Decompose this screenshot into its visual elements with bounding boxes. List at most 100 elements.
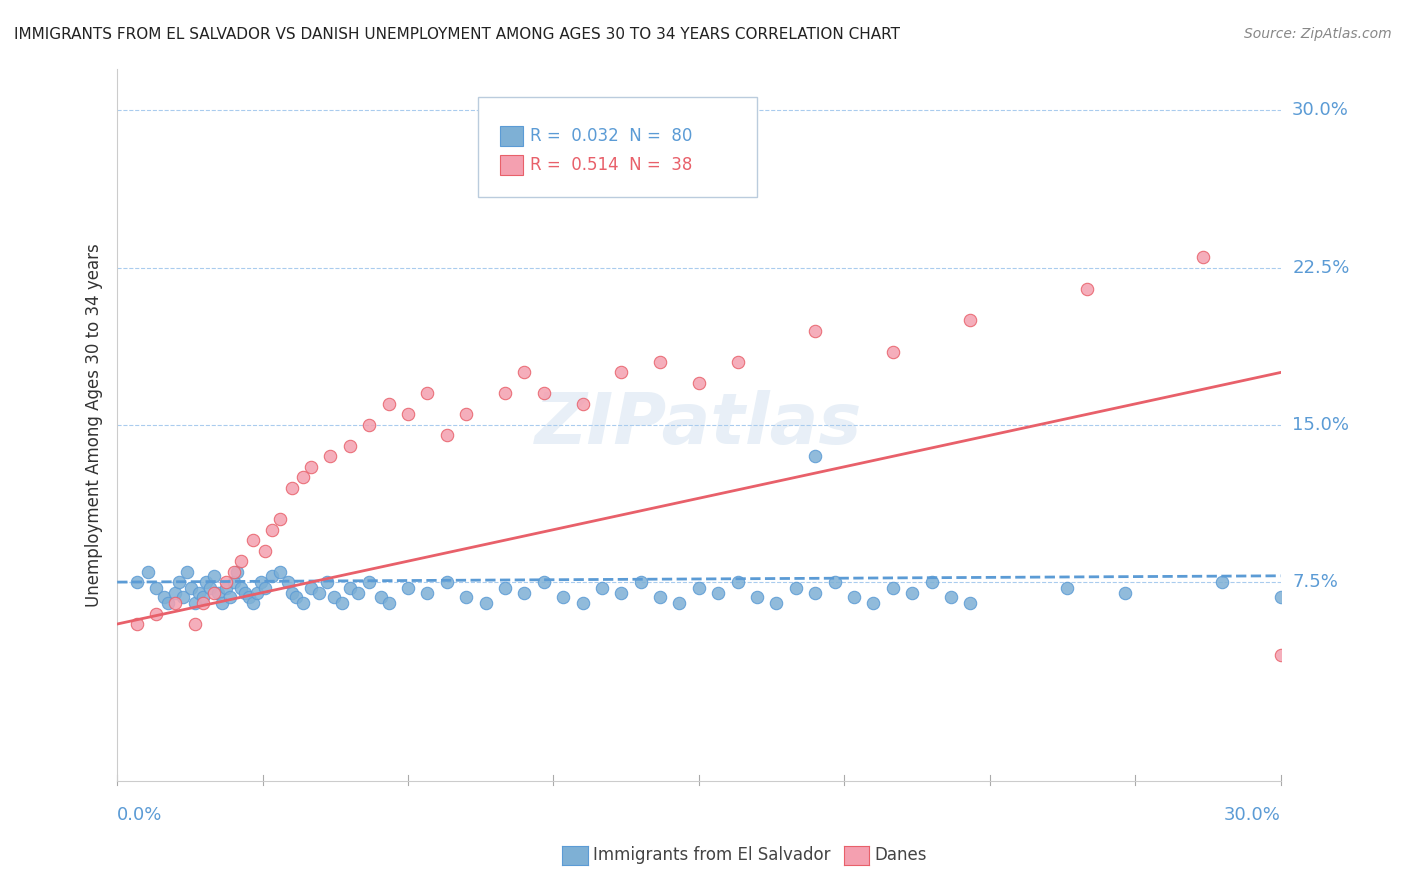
- Point: [277, 575, 299, 590]
- Point: [359, 417, 381, 432]
- Point: [339, 582, 361, 596]
- Point: [242, 533, 264, 548]
- Point: [233, 585, 256, 599]
- Point: [242, 596, 264, 610]
- Point: [231, 582, 253, 596]
- Point: [1056, 582, 1078, 596]
- Text: ZIPatlas: ZIPatlas: [536, 391, 862, 459]
- Point: [184, 617, 207, 632]
- Point: [136, 565, 159, 579]
- Point: [377, 397, 399, 411]
- Point: [167, 575, 190, 590]
- Point: [1114, 585, 1136, 599]
- Point: [125, 617, 148, 632]
- Point: [436, 575, 458, 590]
- Text: R =  0.514  N =  38: R = 0.514 N = 38: [530, 156, 693, 174]
- Point: [346, 585, 368, 599]
- Text: 0.0%: 0.0%: [117, 806, 163, 824]
- Point: [195, 575, 218, 590]
- Point: [165, 585, 187, 599]
- Point: [222, 565, 245, 579]
- Point: [842, 590, 865, 604]
- Point: [211, 596, 233, 610]
- Text: IMMIGRANTS FROM EL SALVADOR VS DANISH UNEMPLOYMENT AMONG AGES 30 TO 34 YEARS COR: IMMIGRANTS FROM EL SALVADOR VS DANISH UN…: [14, 27, 900, 42]
- Text: 7.5%: 7.5%: [1292, 573, 1339, 591]
- Point: [591, 582, 613, 596]
- Point: [862, 596, 884, 610]
- Point: [191, 596, 214, 610]
- Point: [249, 575, 271, 590]
- Point: [215, 582, 238, 596]
- Point: [226, 565, 249, 579]
- Point: [172, 590, 194, 604]
- Point: [284, 590, 307, 604]
- Point: [222, 575, 245, 590]
- Point: [218, 590, 240, 604]
- Point: [688, 376, 710, 390]
- Point: [370, 590, 392, 604]
- FancyBboxPatch shape: [478, 97, 756, 197]
- Point: [436, 428, 458, 442]
- Point: [180, 582, 202, 596]
- Point: [610, 366, 633, 380]
- Point: [785, 582, 807, 596]
- Point: [359, 575, 381, 590]
- Point: [630, 575, 652, 590]
- Point: [765, 596, 787, 610]
- Point: [727, 355, 749, 369]
- Point: [339, 439, 361, 453]
- Text: R =  0.032  N =  80: R = 0.032 N = 80: [530, 128, 693, 145]
- Point: [125, 575, 148, 590]
- Point: [202, 585, 225, 599]
- Text: Immigrants from El Salvador: Immigrants from El Salvador: [593, 847, 831, 864]
- Y-axis label: Unemployment Among Ages 30 to 34 years: Unemployment Among Ages 30 to 34 years: [86, 243, 103, 607]
- Point: [262, 523, 284, 537]
- Point: [533, 575, 555, 590]
- Point: [494, 582, 516, 596]
- Point: [1076, 282, 1098, 296]
- Point: [176, 565, 198, 579]
- Point: [315, 575, 337, 590]
- Point: [959, 313, 981, 327]
- Point: [804, 585, 827, 599]
- Point: [1192, 250, 1215, 264]
- Point: [377, 596, 399, 610]
- Point: [1211, 575, 1233, 590]
- Point: [533, 386, 555, 401]
- Point: [745, 590, 768, 604]
- Point: [416, 585, 439, 599]
- Point: [571, 596, 593, 610]
- Point: [901, 585, 924, 599]
- Point: [553, 590, 575, 604]
- Point: [308, 585, 330, 599]
- Point: [299, 459, 322, 474]
- Point: [1270, 590, 1292, 604]
- Point: [191, 590, 214, 604]
- Point: [200, 582, 222, 596]
- Point: [262, 569, 284, 583]
- Point: [396, 582, 419, 596]
- Point: [668, 596, 690, 610]
- Text: 30.0%: 30.0%: [1292, 102, 1350, 120]
- Point: [280, 585, 302, 599]
- Point: [416, 386, 439, 401]
- Text: 15.0%: 15.0%: [1292, 416, 1350, 434]
- Point: [939, 590, 962, 604]
- Point: [319, 450, 342, 464]
- Point: [648, 355, 671, 369]
- Point: [1270, 648, 1292, 663]
- Point: [323, 590, 346, 604]
- Point: [299, 582, 322, 596]
- Point: [238, 590, 260, 604]
- Point: [707, 585, 730, 599]
- Point: [648, 590, 671, 604]
- Point: [215, 575, 238, 590]
- Point: [145, 582, 167, 596]
- Point: [610, 585, 633, 599]
- Point: [456, 408, 478, 422]
- Point: [513, 585, 536, 599]
- Point: [804, 450, 827, 464]
- Point: [184, 596, 207, 610]
- Point: [396, 408, 419, 422]
- Point: [187, 585, 209, 599]
